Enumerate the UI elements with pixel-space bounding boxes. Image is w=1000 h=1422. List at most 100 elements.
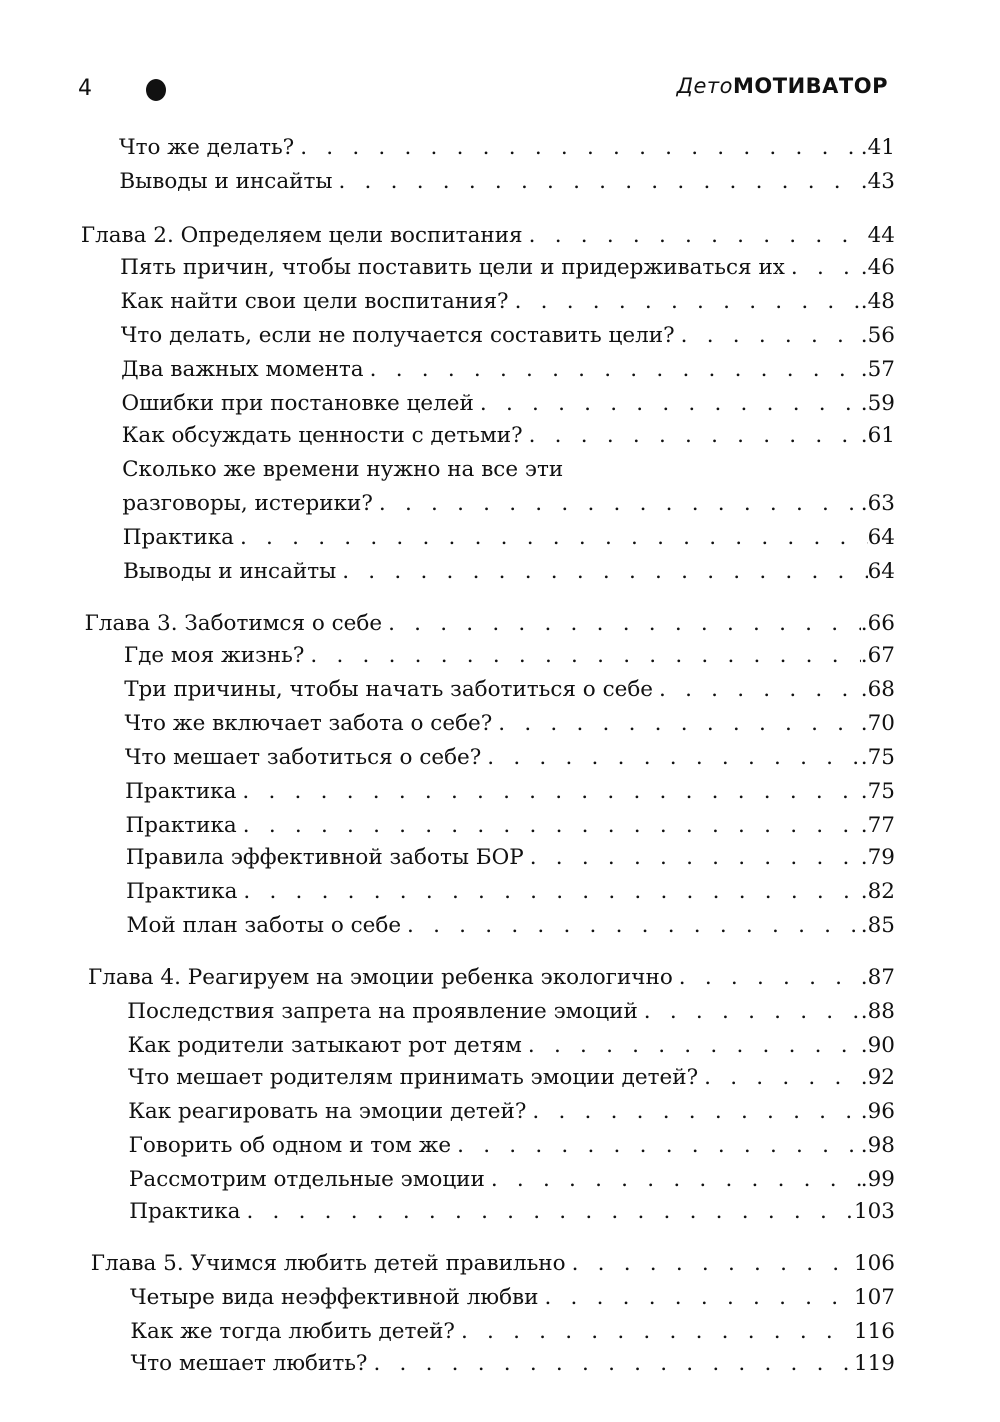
toc-entry-page: 64 [867, 525, 895, 550]
toc-entry: Что делать, если не получается составить… [121, 323, 895, 355]
toc-entry-title: Три причины, чтобы начать заботиться о с… [124, 677, 654, 702]
toc-entry: Что мешает заботиться о себе? . . . . . … [125, 745, 895, 777]
leader-dots: . . . . . . . . . . . . . . . . . . . . … [342, 559, 867, 584]
toc-entry-title: Говорить об одном и том же [128, 1133, 452, 1158]
toc-entry-page: .99 [860, 1167, 895, 1192]
leader-dots: . . . . . . . . . . . . . . . . . . . . … [479, 391, 861, 416]
leader-dots: . . . . . . . . . . . . . . . . . . . . … [457, 1133, 861, 1158]
toc-entry-page: .56 [860, 323, 895, 348]
toc-entry-title: Мой план заботы о себе [126, 913, 402, 938]
title-italic: Дето [676, 74, 734, 98]
leader-dots: . . . . . . . . . . . . . . . . . . . . … [460, 1319, 854, 1344]
toc-entry-title: Пять причин, чтобы поставить цели и прид… [120, 255, 785, 280]
leader-dots: . . . . . . . . . . . . . . . . . . . . … [680, 323, 861, 348]
leader-dots: . . . . . . . . . . . . . . . . . . . . … [487, 745, 861, 770]
toc-entry-page: .90 [860, 1033, 895, 1058]
toc-entry-title: Что мешает любить? [130, 1351, 368, 1376]
toc-entry-page: .70 [860, 711, 895, 736]
leader-dots: . . . . . . . . . . . . . . . . . . . . … [407, 913, 861, 938]
toc-entry-title: Как же тогда любить детей? [130, 1319, 455, 1344]
toc-entry-page: .96 [860, 1099, 895, 1124]
leader-dots: . . . . . . . . . . . . . . . . . . . . … [378, 491, 861, 516]
toc-entry-title: Сколько же времени нужно на все эти [122, 457, 564, 482]
leader-dots: . . . . . . . . . . . . . . . . . . . . … [246, 1199, 853, 1224]
leader-dots: . . . . . . . . . . . . . . . . . . . . … [498, 711, 861, 736]
toc-entry-page: .75 [860, 779, 895, 804]
title-bold: МОТИВАТОР [733, 74, 888, 98]
toc-entry-page: .46 [860, 255, 895, 280]
toc-entry: Последствия запрета на проявление эмоций… [127, 999, 895, 1031]
toc-entry-title: Ошибки при постановке целей [121, 391, 474, 416]
leader-dots: . . . . . . . . . . . . . . . . . . . . … [528, 223, 868, 248]
toc-entry-title: Как родители затыкают рот детям [127, 1033, 522, 1058]
toc-entry-title: Что мешает заботиться о себе? [124, 745, 482, 770]
toc-entry-page: .63 [860, 491, 895, 516]
toc-entry-title: Два важных момента [121, 357, 364, 382]
toc-entry: Практика . . . . . . . . . . . . . . . .… [125, 779, 895, 811]
leader-dots: . . . . . . . . . . . . . . . . . . . . … [243, 879, 860, 904]
toc-entry-page: .41 [860, 135, 895, 160]
toc-entry-title: Что мешает родителям принимать эмоции де… [127, 1065, 699, 1090]
leader-dots: . . . . . . . . . . . . . . . . . . . . … [528, 423, 861, 448]
toc-entry-page: 103 [853, 1199, 895, 1224]
toc-entry-page: .61 [860, 423, 895, 448]
toc-entry: Сколько же времени нужно на все эти [122, 457, 563, 489]
toc-entry-page: 44 [867, 223, 895, 248]
toc-entry-page: .92 [860, 1065, 895, 1090]
toc-entry: Где моя жизнь? . . . . . . . . . . . . .… [124, 643, 895, 675]
toc-entry: Что мешает любить? . . . . . . . . . . .… [131, 1351, 895, 1383]
leader-dots: . . . . . . . . . . . . . . . . . . . . … [678, 965, 861, 990]
leader-dots: . . . . . . . . . . . . . . . . . . . . … [532, 1099, 860, 1124]
toc-entry-page: 106 [853, 1251, 895, 1276]
toc-entry: Практика . . . . . . . . . . . . . . . .… [126, 879, 895, 911]
toc-entry-title: Практика [129, 1199, 241, 1224]
page-number: 4 [78, 76, 92, 101]
toc-entry: Пять причин, чтобы поставить цели и прид… [120, 255, 895, 287]
toc-entry: Как же тогда любить детей? . . . . . . .… [130, 1319, 895, 1351]
toc-entry-page: .77 [860, 813, 895, 838]
toc-entry-title: Правила эффективной заботы БОР [125, 845, 524, 870]
toc-entry-title: Глава 3. Заботимся о себе [84, 611, 383, 636]
leader-dots: . . . . . . . . . . . . . . . . . . . . … [242, 779, 860, 804]
toc-entry: Мой план заботы о себе . . . . . . . . .… [126, 913, 895, 945]
toc-entry-page: .87 [860, 965, 895, 990]
toc-entry-page: .59 [860, 391, 895, 416]
leader-dots: . . . . . . . . . . . . . . . . . . . . … [527, 1033, 861, 1058]
toc-entry: Рассмотрим отдельные эмоции . . . . . . … [129, 1167, 895, 1199]
leader-dots: . . . . . . . . . . . . . . . . . . . . … [704, 1065, 861, 1090]
toc-chapter-entry: Глава 2. Определяем цели воспитания . . … [81, 223, 895, 255]
leader-dots: . . . . . . . . . . . . . . . . . . . . … [490, 1167, 861, 1192]
toc-entry: Два важных момента . . . . . . . . . . .… [121, 357, 895, 389]
toc-entry-page: .79 [860, 845, 895, 870]
toc-chapter-entry: Глава 5. Учимся любить детей правильно .… [91, 1251, 895, 1283]
toc-entry-title: Как реагировать на эмоции детей? [128, 1099, 527, 1124]
toc-entry-page: .88 [860, 999, 895, 1024]
toc-entry-page: 116 [853, 1319, 895, 1344]
leader-dots: . . . . . . . . . . . . . . . . . . . . … [571, 1251, 854, 1276]
toc-entry: Что же делать? . . . . . . . . . . . . .… [119, 135, 895, 167]
toc-entry-title: Выводы и инсайты [123, 559, 337, 584]
toc-entry: Правила эффективной заботы БОР . . . . .… [126, 845, 895, 877]
toc-entry-page: .98 [860, 1133, 895, 1158]
toc-entry-page: .82 [860, 879, 895, 904]
leader-dots: . . . . . . . . . . . . . . . . . . . . … [529, 845, 861, 870]
toc-entry-page: .85 [860, 913, 895, 938]
toc-entry: Как найти свои цели воспитания? . . . . … [120, 289, 895, 321]
toc-entry-page: .68 [860, 677, 895, 702]
toc-entry: Три причины, чтобы начать заботиться о с… [124, 677, 895, 709]
toc-entry-title: Что же делать? [119, 135, 295, 160]
bullet-dot [146, 79, 166, 101]
leader-dots: . . . . . . . . . . . . . . . . . . . . … [514, 289, 861, 314]
toc-entry: Ошибки при постановке целей . . . . . . … [121, 391, 895, 423]
toc-entry-page: 107 [853, 1285, 895, 1310]
toc-entry-page: 119 [853, 1351, 895, 1376]
toc-entry-title: Практика [122, 525, 234, 550]
toc-entry-title: Четыре вида неэффективной любви [130, 1285, 539, 1310]
leader-dots: . . . . . . . . . . . . . . . . . . . . … [373, 1351, 853, 1376]
toc-entry-title: Где моя жизнь? [123, 643, 305, 668]
leader-dots: . . . . . . . . . . . . . . . . . . . . … [242, 813, 861, 838]
toc-entry-page: 64 [867, 559, 895, 584]
toc-chapter-entry: Глава 4. Реагируем на эмоции ребенка эко… [88, 965, 895, 997]
toc-entry: Что же включает забота о себе? . . . . .… [125, 711, 895, 743]
toc-entry: Практика . . . . . . . . . . . . . . . .… [126, 813, 895, 845]
